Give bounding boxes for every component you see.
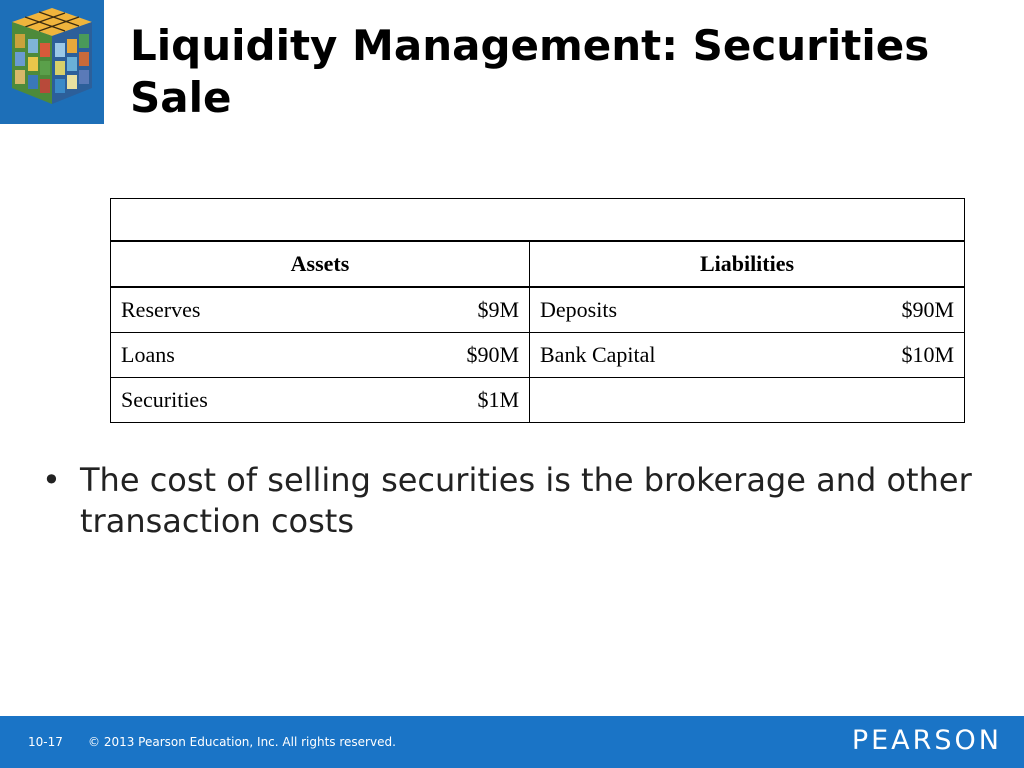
table-row: Securities $1M	[110, 377, 965, 423]
liability-cell	[529, 377, 965, 423]
bullet-dot-icon: •	[42, 461, 61, 499]
asset-label: Securities	[121, 387, 208, 412]
asset-label: Loans	[121, 342, 175, 367]
slide-number: 10-17	[28, 735, 63, 749]
liability-value: $10M	[901, 342, 954, 367]
liability-value: $90M	[901, 297, 954, 322]
liability-label: Bank Capital	[540, 342, 656, 367]
copyright-text: © 2013 Pearson Education, Inc. All right…	[88, 735, 396, 749]
table-caption	[110, 198, 965, 242]
assets-header: Assets	[110, 240, 530, 288]
asset-label: Reserves	[121, 297, 201, 322]
pearson-logo: PEARSON	[851, 725, 1002, 756]
asset-value: $1M	[477, 387, 519, 412]
bullet-item: • The cost of selling securities is the …	[42, 460, 972, 542]
table-header-row: Assets Liabilities	[110, 240, 965, 288]
liability-label: Deposits	[540, 297, 617, 322]
liability-cell: Bank Capital $10M	[529, 332, 965, 378]
slide-title: Liquidity Management: Securities Sale	[130, 21, 930, 122]
asset-cell: Reserves $9M	[110, 286, 530, 333]
table-row: Reserves $9M Deposits $90M	[110, 286, 965, 333]
asset-value: $9M	[477, 297, 519, 322]
table-caption-row	[110, 198, 965, 242]
table-row: Loans $90M Bank Capital $10M	[110, 332, 965, 378]
footer-bar: 10-17 © 2013 Pearson Education, Inc. All…	[0, 716, 1024, 768]
asset-cell: Securities $1M	[110, 377, 530, 423]
liability-cell: Deposits $90M	[529, 286, 965, 333]
balance-sheet-table: Assets Liabilities Reserves $9M Deposits…	[110, 198, 965, 423]
asset-cell: Loans $90M	[110, 332, 530, 378]
puzzle-cube-icon	[0, 0, 104, 124]
bullet-text: The cost of selling securities is the br…	[80, 461, 972, 540]
liabilities-header: Liabilities	[529, 240, 965, 288]
asset-value: $90M	[466, 342, 519, 367]
bullet-list: • The cost of selling securities is the …	[42, 460, 972, 542]
